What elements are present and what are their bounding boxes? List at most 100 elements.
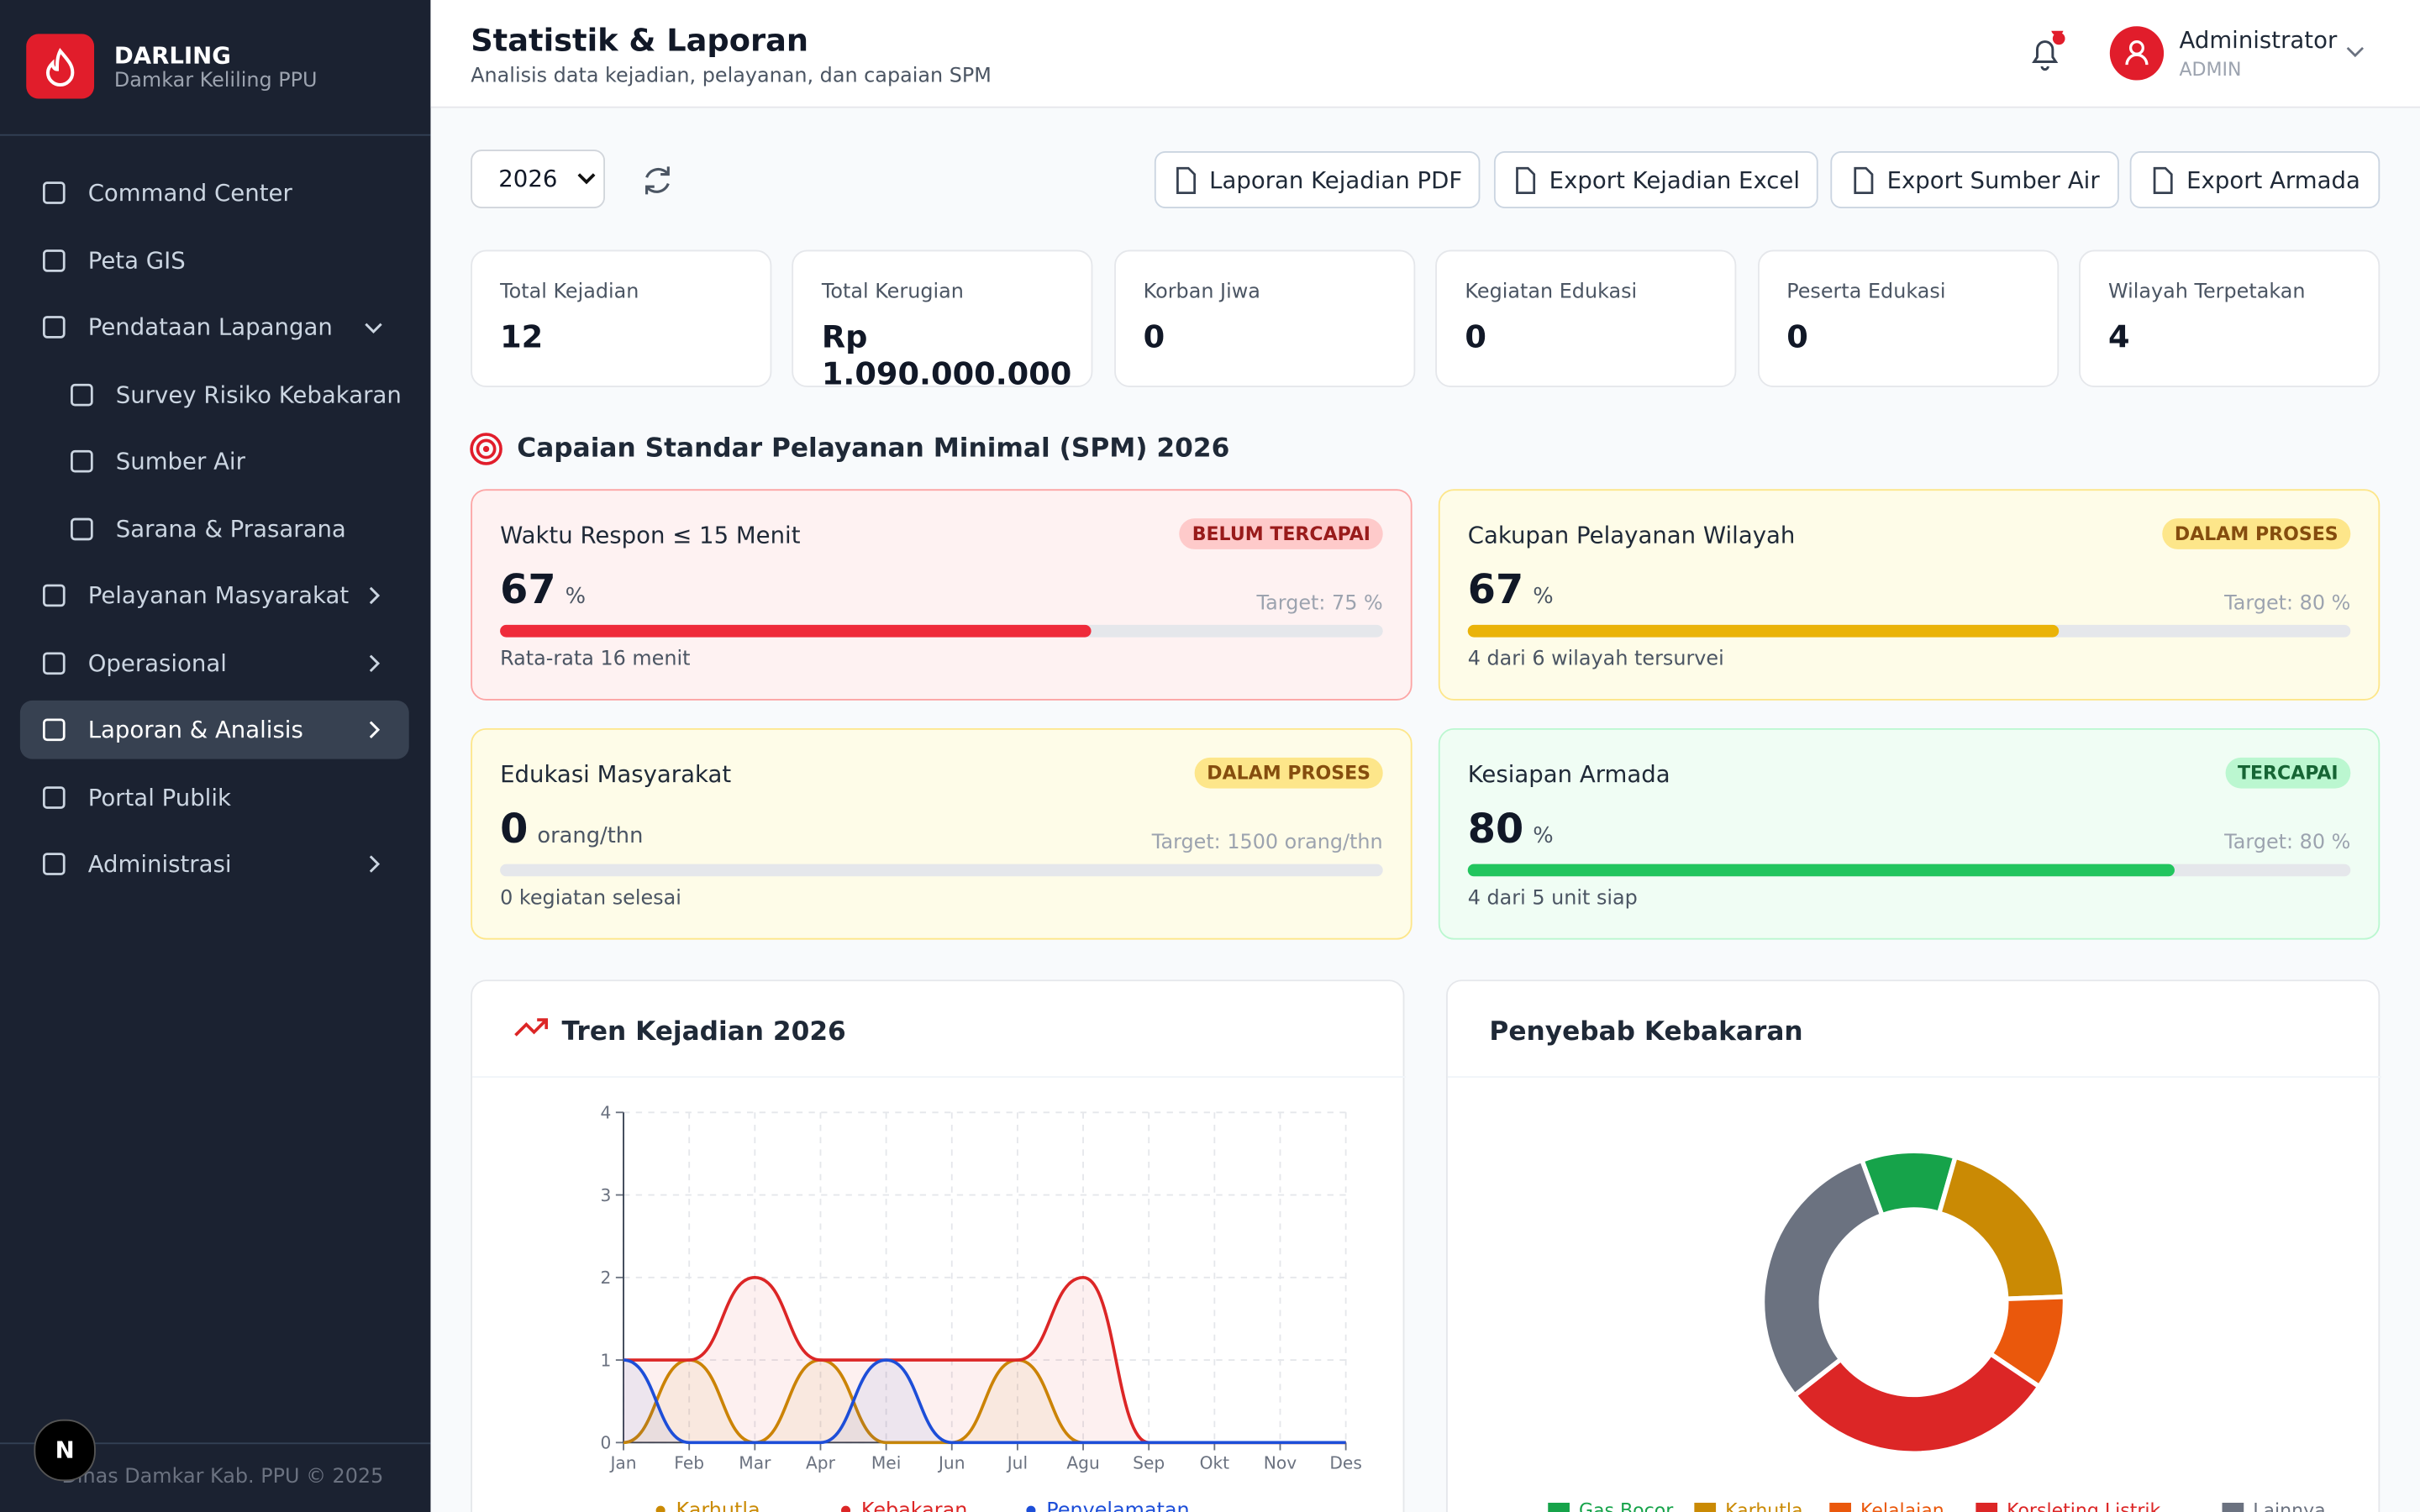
nav-icon: [42, 651, 66, 675]
doughnut-segment: [1936, 1153, 2068, 1302]
spm-note: 0 kegiatan selesai: [500, 887, 681, 911]
nav-item[interactable]: Pelayanan Masyarakat: [20, 566, 409, 625]
notification-bell[interactable]: [2022, 30, 2068, 77]
nav-icon: [71, 382, 93, 406]
nav-icon: [42, 853, 66, 875]
trend-icon: [514, 1018, 549, 1037]
x-tick-label: Mei: [871, 1453, 901, 1473]
button-label: Export Armada: [2186, 165, 2360, 194]
legend-label: Karhutla: [1725, 1501, 1802, 1512]
legend-label: Gas Bocor: [1579, 1501, 1674, 1512]
chart-title: Tren Kejadian 2026: [562, 1016, 846, 1047]
nav-item[interactable]: Command Center: [20, 164, 409, 223]
topbar: Statistik & Laporan Analisis data kejadi…: [430, 0, 2420, 108]
spm-value: 0: [500, 806, 529, 853]
stat-value: 0: [1786, 318, 1808, 355]
user-name: Administrator: [2179, 26, 2338, 55]
spm-unit: %: [565, 585, 587, 610]
button-icon: [1515, 165, 1535, 194]
nav-label: Pelayanan Masyarakat: [87, 581, 350, 610]
legend-label: Kebakaran: [861, 1499, 967, 1512]
stat-card: Total Kejadian 12: [471, 249, 772, 388]
legend-label: Kelalaian: [1860, 1501, 1944, 1512]
nav-label: Sumber Air: [115, 447, 245, 475]
legend-swatch: [655, 1505, 666, 1512]
x-tick-label: Jan: [608, 1453, 636, 1473]
nav-chevron: [369, 654, 381, 672]
nav-chevron: [365, 323, 382, 333]
y-tick-label: 1: [600, 1350, 611, 1370]
spm-target: Target: 1500 orang/thn: [1151, 832, 1383, 855]
nav-item[interactable]: Operasional: [20, 633, 409, 692]
target-icon: [470, 433, 502, 465]
nav-label: Sarana & Prasarana: [115, 514, 346, 543]
brand-name: DARLING: [113, 41, 231, 70]
legend-label: Lainnya: [2253, 1501, 2325, 1512]
chart-title: Penyebab Kebakaran: [1489, 1016, 1802, 1047]
stat-value: 0: [1465, 318, 1486, 355]
export-button[interactable]: Export Kejadian Excel: [1493, 151, 1818, 208]
y-tick-label: 2: [600, 1268, 611, 1288]
nav-item[interactable]: Sarana & Prasarana: [20, 499, 409, 558]
x-tick-label: Mar: [739, 1453, 771, 1473]
button-icon: [2153, 165, 2173, 194]
x-tick-label: Des: [1329, 1453, 1361, 1473]
refresh-button[interactable]: [639, 162, 676, 199]
user-menu-chevron[interactable]: [2344, 43, 2366, 61]
doughnut-segment: [1760, 1157, 1886, 1399]
nav-item[interactable]: Portal Publik: [20, 768, 409, 827]
spm-note: 4 dari 5 unit siap: [1467, 887, 1638, 911]
export-button[interactable]: Export Sumber Air: [1830, 151, 2119, 208]
avatar[interactable]: [2109, 26, 2165, 81]
spm-card-title: Kesiapan Armada: [1467, 760, 1670, 789]
legend-swatch: [841, 1505, 851, 1512]
stat-card: Peserta Edukasi 0: [1757, 249, 2059, 388]
progress-track: [500, 624, 1383, 638]
nav-icon: [42, 181, 66, 204]
nav-item[interactable]: Sumber Air: [20, 432, 409, 491]
dev-badge[interactable]: N: [34, 1419, 96, 1482]
stat-label: Total Kejadian: [500, 281, 639, 304]
stat-card: Total Kerugian Rp 1.090.000.000: [792, 249, 1094, 392]
stat-value: 4: [2107, 318, 2130, 355]
spm-title: Capaian Standar Pelayanan Minimal (SPM) …: [517, 433, 1230, 465]
status-badge: DALAM PROSES: [2162, 518, 2351, 549]
y-tick-label: 0: [600, 1433, 611, 1453]
export-button[interactable]: Laporan Kejadian PDF: [1154, 151, 1481, 208]
spm-target: Target: 80 %: [2224, 592, 2351, 616]
trend-card: Tren Kejadian 2026 0 1 2 3 4 Jan Feb Mar Apr Mei Ju…: [471, 979, 1407, 1512]
nav-label: Laporan & Analisis: [87, 716, 303, 744]
nav-chevron: [369, 721, 381, 738]
footer: Dinas Damkar Kab. PPU © 2025: [61, 1465, 384, 1489]
button-label: Export Kejadian Excel: [1549, 165, 1801, 194]
nav-icon: [71, 517, 93, 540]
spm-unit: %: [1533, 585, 1554, 610]
export-button[interactable]: Export Armada: [2129, 151, 2381, 208]
stat-label: Peserta Edukasi: [1786, 281, 1946, 304]
status-badge: DALAM PROSES: [1194, 757, 1383, 789]
progress-bar: [1467, 624, 2060, 638]
stat-label: Kegiatan Edukasi: [1465, 281, 1638, 304]
series-line: [623, 1358, 1346, 1445]
spm-card: Edukasi Masyarakat DALAM PROSES 0 orang/thn…: [471, 727, 1413, 940]
nav-label: Operasional: [87, 648, 227, 677]
year-select[interactable]: 2026: [471, 150, 606, 208]
spm-value-row: 67%: [1468, 568, 1554, 614]
progress-bar: [1467, 864, 2175, 877]
progress-track: [1467, 624, 2351, 638]
legend-label: Karhutla: [676, 1499, 760, 1512]
nav-icon: [71, 449, 93, 473]
legend-label: Korsleting Listrik: [2007, 1501, 2160, 1512]
nav-icon: [42, 584, 66, 607]
nav-item[interactable]: Survey Risiko Kebakaran: [20, 365, 409, 423]
line-chart: Tren Kejadian 2026 0 1 2 3 4 Jan Feb Mar Apr Mei Ju…: [472, 1016, 1407, 1512]
nav-item[interactable]: Administrasi: [20, 835, 409, 894]
nav-item[interactable]: Peta GIS: [20, 231, 409, 290]
nav-item[interactable]: Pendataan Lapangan: [20, 297, 409, 356]
nav-item[interactable]: Laporan & Analisis: [19, 700, 409, 759]
button-label: Laporan Kejadian PDF: [1209, 165, 1463, 194]
spm-card-title: Edukasi Masyarakat: [500, 760, 732, 789]
spm-card: Kesiapan Armada TERCAPAI 80% Target: 80 % 4 …: [1438, 727, 2381, 940]
stat-value: 12: [500, 318, 544, 355]
sidebar: DARLING Damkar Keliling PPU Command Cent…: [0, 0, 431, 1512]
